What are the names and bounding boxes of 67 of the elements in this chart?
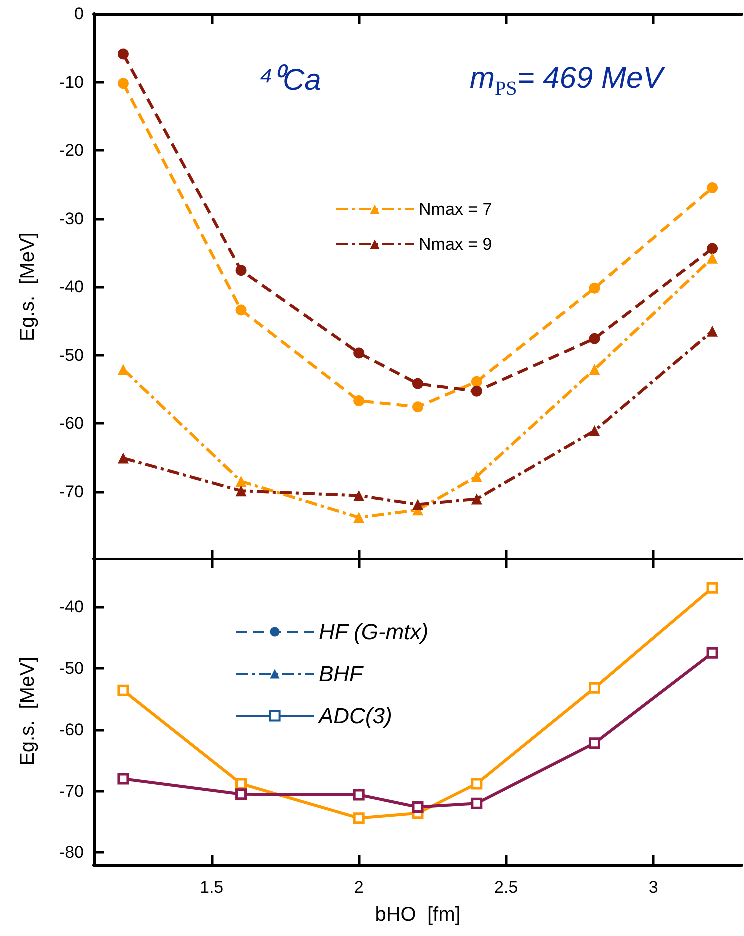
x-axis-title: bHO [fm] [375,904,461,926]
annotation: m$_{PS}$= 469 MeV [470,62,664,101]
y-tick-label: -40 [59,278,84,296]
y-tick-label: -60 [59,720,84,740]
point [706,582,718,594]
point [353,789,365,801]
point [707,326,718,337]
point [412,499,424,510]
y-tick-label: -70 [59,482,84,502]
y-tick-label: -40 [59,598,84,617]
legend-label: Nmax = 7 [419,200,492,219]
y-tick-label: -10 [59,72,84,92]
x-tick-label: 3 [648,878,658,897]
legend-label: ADC(3) [317,704,392,728]
point [707,182,718,194]
point [412,402,424,413]
point [236,265,247,276]
point [118,48,129,60]
point [589,364,600,376]
point [471,471,482,482]
point [589,333,600,344]
point [412,378,424,390]
y-tick-label: 0 [74,4,84,24]
point [588,682,600,694]
point [354,490,365,502]
point [589,426,600,437]
point [118,684,130,696]
point [471,494,482,505]
point [236,304,247,316]
point [236,778,248,790]
point [236,486,247,497]
point [471,376,482,388]
point [471,778,483,790]
point [118,452,129,464]
y-tick-label: -30 [59,209,84,228]
legend-label: BHF [319,662,365,686]
point [354,395,365,406]
x-tick-label: 1.5 [200,878,224,897]
legend-label: HF (G-mtx) [319,620,429,644]
y-axis-title: Eg.s. [MeV] [17,232,39,342]
point [353,812,365,824]
point [471,386,482,397]
x-tick-label: 2.5 [494,878,518,897]
point [236,476,247,488]
y-tick-label: -20 [59,141,84,160]
point [588,738,600,750]
point [236,788,248,800]
point [118,773,130,785]
y-tick-label: -60 [59,414,84,433]
point [118,78,129,90]
legend-label: Nmax = 9 [419,235,492,254]
y-tick-label: -70 [59,782,84,801]
y-tick-label: -80 [59,843,84,862]
point [118,364,129,376]
annotation: ⁴⁰Ca [260,63,322,99]
y-axis-title: Eg.s. [MeV] [17,657,39,766]
point [707,243,718,254]
y-tick-label: -50 [59,659,84,678]
point [706,647,718,659]
point [354,348,365,359]
y-tick-label: -50 [59,346,84,365]
x-tick-label: 2 [354,878,364,897]
point [707,252,718,264]
point [412,802,424,814]
point [354,512,365,524]
point [589,282,600,294]
point [471,798,483,810]
